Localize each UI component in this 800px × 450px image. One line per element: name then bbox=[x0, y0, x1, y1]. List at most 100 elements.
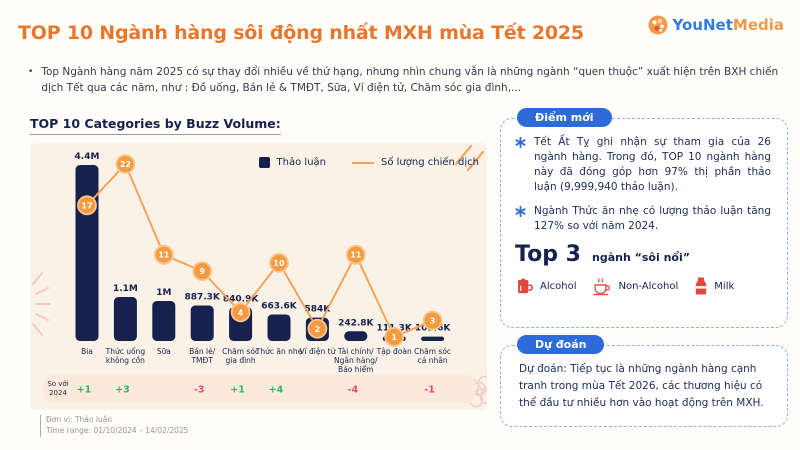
top3-item-non-alcohol: Non-Alcohol bbox=[591, 276, 678, 296]
comparison-value-4: +1 bbox=[230, 385, 245, 396]
bar-value-label-2: 1M bbox=[156, 288, 171, 298]
intro-bullet: • Top Ngành hàng năm 2025 có sự thay đổi… bbox=[28, 64, 784, 97]
svg-text:3: 3 bbox=[430, 317, 436, 326]
insight-text: Ngành Thức ăn nhẹ có lượng thảo luận tăn… bbox=[534, 204, 771, 232]
svg-text:1: 1 bbox=[391, 333, 397, 342]
bar-legend-swatch-icon bbox=[258, 157, 270, 168]
logo-text-younet: YouNet bbox=[672, 16, 733, 34]
top3-item-alcohol: Alcohol bbox=[515, 276, 576, 296]
chart-title: TOP 10 Categories by Buzz Volume: bbox=[30, 116, 281, 135]
line-legend-swatch-icon bbox=[352, 161, 374, 164]
svg-text:2024: 2024 bbox=[49, 389, 67, 397]
campaign-marker-7 bbox=[345, 244, 366, 265]
campaign-marker-6 bbox=[307, 318, 328, 339]
prediction-badge: Dự đoán bbox=[517, 335, 605, 354]
svg-text:9: 9 bbox=[199, 267, 205, 276]
comparison-value-0: +1 bbox=[77, 385, 92, 396]
prediction-card: Dự đoán Dự đoán: Tiếp tục là những ngành… bbox=[500, 335, 788, 427]
top3-label: Alcohol bbox=[540, 280, 577, 292]
svg-text:17: 17 bbox=[81, 201, 92, 210]
comparison-value-1: +3 bbox=[115, 385, 130, 396]
top3-subtitle: ngành “sôi nổi” bbox=[592, 251, 690, 265]
svg-text:4: 4 bbox=[238, 308, 244, 317]
bar-9 bbox=[421, 336, 445, 341]
page-title: TOP 10 Ngành hàng sôi động nhất MXH mùa … bbox=[18, 22, 584, 44]
insights-badge: Điểm mới bbox=[517, 108, 612, 127]
campaign-marker-4 bbox=[230, 302, 251, 323]
bar-value-label-3: 887.3K bbox=[184, 293, 220, 303]
campaign-marker-5 bbox=[269, 253, 289, 273]
insight-text: Tết Ất Tỵ ghi nhận sự tham gia của 26 ng… bbox=[534, 136, 771, 193]
chart-legend: Thảo luận Số lượng chiến dịch bbox=[258, 157, 479, 168]
sparkle-lines-icon bbox=[454, 144, 485, 172]
bar-value-label-4: 840.9K bbox=[223, 294, 259, 304]
bar-3 bbox=[190, 305, 214, 341]
top3-item-milk: Milk bbox=[693, 276, 734, 296]
campaign-marker-8 bbox=[384, 327, 405, 347]
bar-0 bbox=[75, 165, 99, 341]
svg-text:10: 10 bbox=[273, 259, 285, 268]
legend-item-chien-dich: Số lượng chiến dịch bbox=[352, 157, 479, 168]
asterisk-icon bbox=[515, 137, 526, 148]
category-label-9: Chăm sóc cá nhân bbox=[414, 347, 451, 365]
bar-5 bbox=[267, 314, 291, 341]
category-label-1: Thức uống không cồn bbox=[105, 347, 146, 365]
top3-title: Top 3 bbox=[515, 242, 581, 268]
top3-label: Non-Alcohol bbox=[618, 280, 679, 292]
prediction-text: Dự đoán: Tiếp tục là những ngành hàng cạ… bbox=[519, 363, 764, 409]
bar-value-label-5: 663.6K bbox=[261, 301, 297, 311]
top3-label: Milk bbox=[714, 280, 735, 292]
insight-bullet-1: Tết Ất Tỵ ghi nhận sự tham gia của 26 ng… bbox=[515, 135, 771, 195]
comparison-value-3: -3 bbox=[194, 385, 205, 396]
bar-1 bbox=[113, 297, 137, 341]
comparison-value-7: -4 bbox=[348, 385, 359, 396]
bar-value-label-1: 1.1M bbox=[113, 284, 138, 294]
category-label-5: Thức ăn nhẹ bbox=[255, 347, 303, 356]
footer-note: Đơn vị: Thảo luận Time range: 01/10/2024… bbox=[40, 415, 188, 437]
comparison-value-5: +4 bbox=[269, 385, 284, 396]
category-label-3: Bán lẻ/TMĐT bbox=[189, 347, 216, 365]
bar-value-label-7: 242.8K bbox=[338, 318, 374, 328]
svg-text:11: 11 bbox=[158, 251, 170, 260]
brand-logo: YouNetMedia bbox=[647, 14, 784, 36]
top3-heading: Top 3 ngành “sôi nổi” bbox=[515, 242, 771, 267]
bullet-marker: • bbox=[28, 67, 34, 77]
logo-text-media: Media bbox=[732, 16, 784, 34]
legend-label: Số lượng chiến dịch bbox=[381, 157, 479, 168]
category-labels: Bia Thức uống không cồn Sữa Bán lẻ/TMĐT Chăm … bbox=[81, 347, 451, 374]
milk-bottle-icon bbox=[696, 277, 707, 295]
buzz-volume-chart-panel: So với 2024 +1 +3 -3 +1 +4 -4 -1 4.4M 1.1M 1M 887.3K… bbox=[30, 143, 487, 410]
intro-text: Top Ngành hàng năm 2025 có sự thay đổi n… bbox=[41, 66, 779, 95]
beer-mug-icon bbox=[517, 278, 533, 294]
svg-text:11: 11 bbox=[350, 251, 362, 260]
top3-items: Alcohol Non-Alcohol Mi bbox=[515, 276, 771, 296]
bars-thao-luan: 4.4M1.1M1M887.3K840.9K663.6K584K242.8K11… bbox=[75, 152, 451, 341]
footer-unit: Đơn vị: Thảo luận bbox=[40, 415, 188, 426]
svg-text:2: 2 bbox=[315, 325, 321, 334]
bar-7 bbox=[344, 331, 368, 341]
bar-value-label-6: 584K bbox=[305, 305, 332, 315]
insights-card: Điểm mới Tết Ất Tỵ ghi nhận sự tham gia … bbox=[500, 108, 788, 328]
legend-item-thao-luan: Thảo luận bbox=[258, 157, 326, 168]
svg-text:22: 22 bbox=[120, 160, 131, 169]
svg-text:So với: So với bbox=[47, 380, 68, 388]
bar-2 bbox=[152, 301, 176, 341]
campaign-marker-3 bbox=[192, 261, 213, 282]
campaign-marker-1 bbox=[115, 154, 136, 175]
footer-time-range: Time range: 01/10/2024 – 14/02/2025 bbox=[40, 425, 188, 437]
category-label-7: Tài chính/Ngân hàng/Bảo hiểm bbox=[334, 347, 378, 374]
category-label-8: Tập đoàn bbox=[376, 347, 412, 356]
category-label-2: Sữa bbox=[157, 347, 171, 356]
category-label-4: Chăm sóc gia đình bbox=[222, 347, 259, 365]
category-label-6: Ví điện tử bbox=[299, 347, 336, 356]
logo-icon bbox=[648, 15, 668, 35]
campaign-marker-9 bbox=[422, 310, 443, 331]
campaign-marker-2 bbox=[153, 244, 174, 265]
tea-cup-icon bbox=[593, 278, 611, 296]
campaign-marker-0 bbox=[77, 195, 97, 216]
comparison-value-9: -1 bbox=[424, 385, 435, 396]
